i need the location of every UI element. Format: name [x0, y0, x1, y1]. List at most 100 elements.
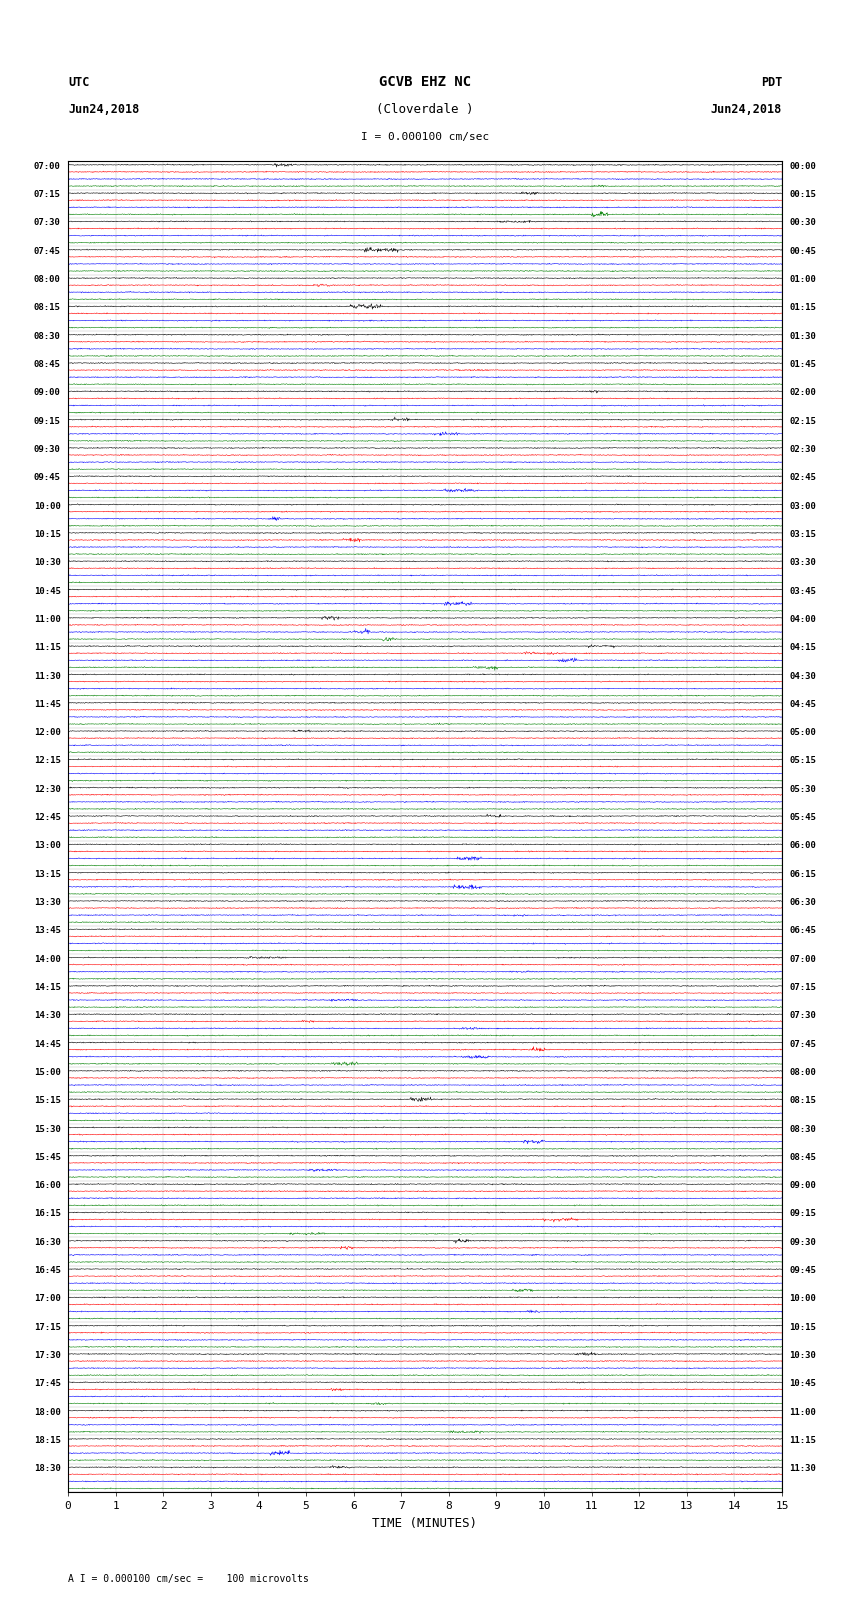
- Text: 17:45: 17:45: [34, 1379, 61, 1389]
- Text: 13:15: 13:15: [34, 869, 61, 879]
- Text: 09:15: 09:15: [789, 1210, 816, 1218]
- Text: 05:00: 05:00: [789, 727, 816, 737]
- Text: 10:00: 10:00: [789, 1294, 816, 1303]
- Text: 07:45: 07:45: [34, 247, 61, 256]
- Text: 11:30: 11:30: [34, 671, 61, 681]
- Text: 13:00: 13:00: [34, 842, 61, 850]
- Text: 14:30: 14:30: [34, 1011, 61, 1021]
- Text: 16:30: 16:30: [34, 1237, 61, 1247]
- Text: 04:15: 04:15: [789, 644, 816, 652]
- Text: 00:15: 00:15: [789, 190, 816, 198]
- Text: 17:30: 17:30: [34, 1352, 61, 1360]
- Text: 03:15: 03:15: [789, 531, 816, 539]
- Text: 07:45: 07:45: [789, 1040, 816, 1048]
- Text: 02:00: 02:00: [789, 389, 816, 397]
- Text: 09:30: 09:30: [789, 1237, 816, 1247]
- Text: 02:30: 02:30: [789, 445, 816, 453]
- Text: 16:00: 16:00: [34, 1181, 61, 1190]
- Text: 02:45: 02:45: [789, 473, 816, 482]
- Text: 07:00: 07:00: [34, 161, 61, 171]
- Text: 11:15: 11:15: [34, 644, 61, 652]
- Text: 11:30: 11:30: [789, 1465, 816, 1473]
- Text: 04:30: 04:30: [789, 671, 816, 681]
- Text: 08:00: 08:00: [34, 276, 61, 284]
- Text: 10:30: 10:30: [34, 558, 61, 568]
- Text: 05:15: 05:15: [789, 756, 816, 766]
- Text: 03:30: 03:30: [789, 558, 816, 568]
- Text: 11:00: 11:00: [34, 615, 61, 624]
- Text: 08:30: 08:30: [34, 332, 61, 340]
- Text: 01:15: 01:15: [789, 303, 816, 313]
- Text: 01:00: 01:00: [789, 276, 816, 284]
- Text: 13:30: 13:30: [34, 898, 61, 907]
- Text: 15:30: 15:30: [34, 1124, 61, 1134]
- Text: 07:30: 07:30: [34, 218, 61, 227]
- Text: 05:45: 05:45: [789, 813, 816, 823]
- Text: 10:30: 10:30: [789, 1352, 816, 1360]
- Text: 08:00: 08:00: [789, 1068, 816, 1077]
- Text: 10:00: 10:00: [34, 502, 61, 511]
- Text: 15:15: 15:15: [34, 1097, 61, 1105]
- Text: 04:00: 04:00: [789, 615, 816, 624]
- Text: 09:45: 09:45: [789, 1266, 816, 1276]
- Text: 05:30: 05:30: [789, 786, 816, 794]
- Text: 12:45: 12:45: [34, 813, 61, 823]
- Text: (Cloverdale ): (Cloverdale ): [377, 103, 473, 116]
- Text: 07:00: 07:00: [789, 955, 816, 963]
- Text: 10:45: 10:45: [34, 587, 61, 595]
- Text: 09:30: 09:30: [34, 445, 61, 453]
- Text: 17:15: 17:15: [34, 1323, 61, 1332]
- Text: UTC: UTC: [68, 76, 89, 89]
- Text: 11:00: 11:00: [789, 1408, 816, 1416]
- Text: 00:45: 00:45: [789, 247, 816, 256]
- Text: 08:45: 08:45: [789, 1153, 816, 1161]
- Text: 09:15: 09:15: [34, 416, 61, 426]
- X-axis label: TIME (MINUTES): TIME (MINUTES): [372, 1516, 478, 1529]
- Text: I = 0.000100 cm/sec: I = 0.000100 cm/sec: [361, 132, 489, 142]
- Text: 18:30: 18:30: [34, 1465, 61, 1473]
- Text: 03:45: 03:45: [789, 587, 816, 595]
- Text: PDT: PDT: [761, 76, 782, 89]
- Text: 10:45: 10:45: [789, 1379, 816, 1389]
- Text: 07:15: 07:15: [34, 190, 61, 198]
- Text: 14:45: 14:45: [34, 1040, 61, 1048]
- Text: 02:15: 02:15: [789, 416, 816, 426]
- Text: 06:00: 06:00: [789, 842, 816, 850]
- Text: 12:00: 12:00: [34, 727, 61, 737]
- Text: 06:15: 06:15: [789, 869, 816, 879]
- Text: 15:45: 15:45: [34, 1153, 61, 1161]
- Text: 16:15: 16:15: [34, 1210, 61, 1218]
- Text: 07:15: 07:15: [789, 982, 816, 992]
- Text: 09:00: 09:00: [789, 1181, 816, 1190]
- Text: 18:00: 18:00: [34, 1408, 61, 1416]
- Text: 12:30: 12:30: [34, 786, 61, 794]
- Text: 04:45: 04:45: [789, 700, 816, 708]
- Text: 16:45: 16:45: [34, 1266, 61, 1276]
- Text: GCVB EHZ NC: GCVB EHZ NC: [379, 74, 471, 89]
- Text: 11:45: 11:45: [34, 700, 61, 708]
- Text: 01:45: 01:45: [789, 360, 816, 369]
- Text: 18:15: 18:15: [34, 1436, 61, 1445]
- Text: 14:00: 14:00: [34, 955, 61, 963]
- Text: 03:00: 03:00: [789, 502, 816, 511]
- Text: Jun24,2018: Jun24,2018: [68, 103, 139, 116]
- Text: 06:30: 06:30: [789, 898, 816, 907]
- Text: 17:00: 17:00: [34, 1294, 61, 1303]
- Text: 07:30: 07:30: [789, 1011, 816, 1021]
- Text: 15:00: 15:00: [34, 1068, 61, 1077]
- Text: 08:15: 08:15: [789, 1097, 816, 1105]
- Text: 10:15: 10:15: [34, 531, 61, 539]
- Text: 00:00: 00:00: [789, 161, 816, 171]
- Text: A I = 0.000100 cm/sec =    100 microvolts: A I = 0.000100 cm/sec = 100 microvolts: [68, 1574, 309, 1584]
- Text: 11:15: 11:15: [789, 1436, 816, 1445]
- Text: Jun24,2018: Jun24,2018: [711, 103, 782, 116]
- Text: 00:30: 00:30: [789, 218, 816, 227]
- Text: 01:30: 01:30: [789, 332, 816, 340]
- Text: 13:45: 13:45: [34, 926, 61, 936]
- Text: 08:15: 08:15: [34, 303, 61, 313]
- Text: 09:45: 09:45: [34, 473, 61, 482]
- Text: 06:45: 06:45: [789, 926, 816, 936]
- Text: 12:15: 12:15: [34, 756, 61, 766]
- Text: 08:30: 08:30: [789, 1124, 816, 1134]
- Text: 08:45: 08:45: [34, 360, 61, 369]
